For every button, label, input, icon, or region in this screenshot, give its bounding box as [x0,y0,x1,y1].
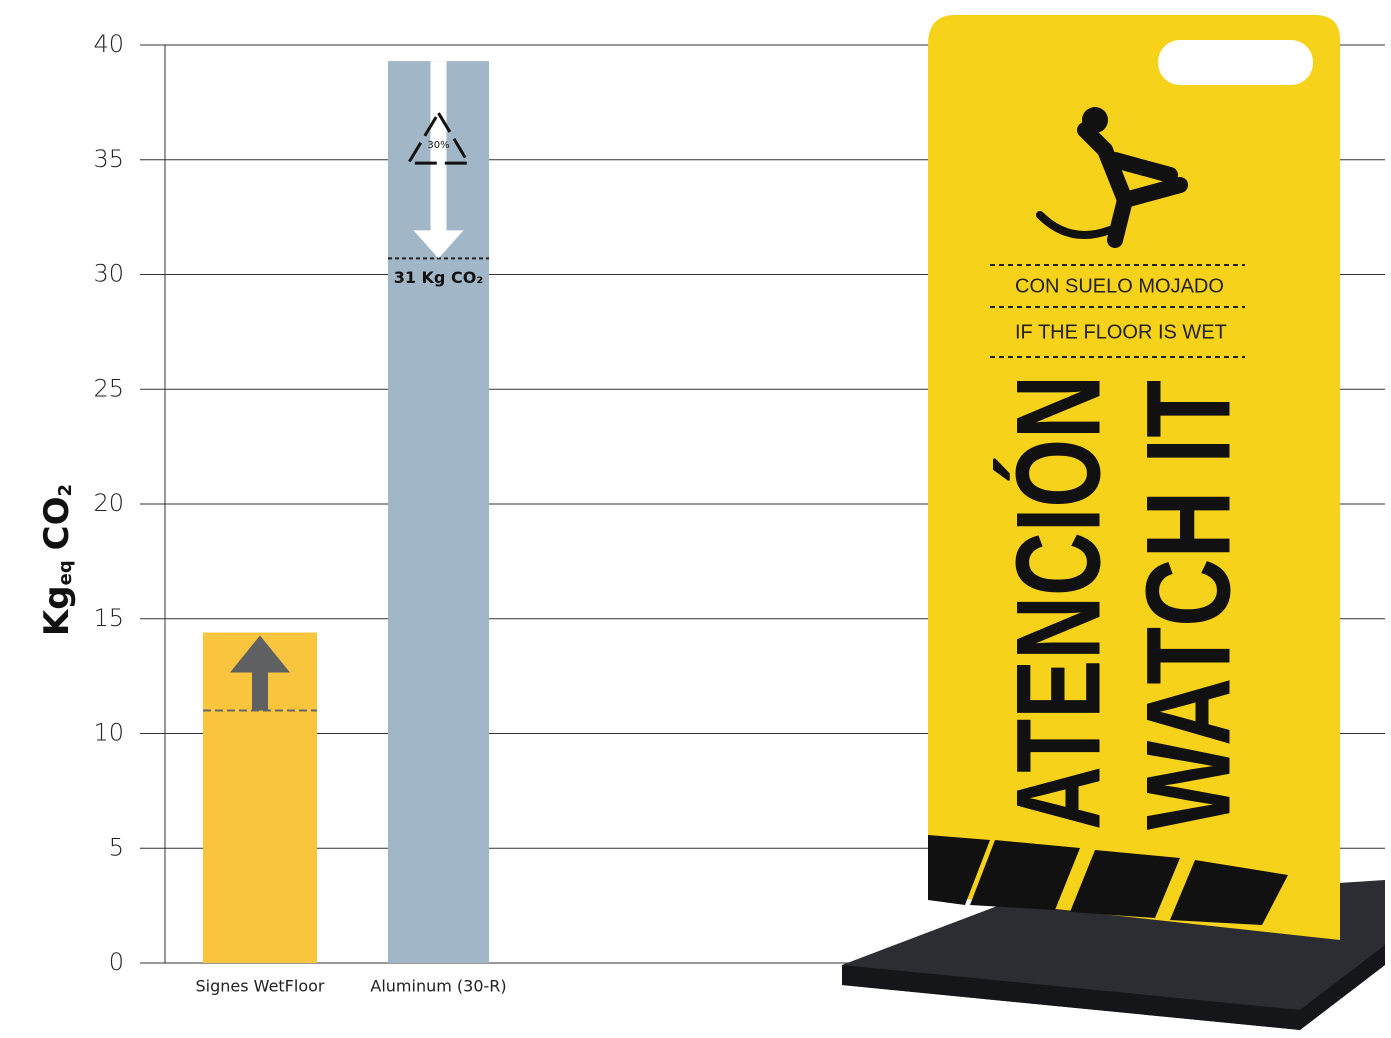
y-label-sub: 2 [55,484,76,497]
y-axis-label: Kgeq CO2 [37,484,77,636]
x-tick-label: Signes WetFloor [196,977,325,996]
y-tick-label: 25 [93,374,124,402]
sign-photo: CON SUELO MOJADO IF THE FLOOR IS WET ATE… [842,15,1385,1030]
y-tick-label: 35 [93,145,124,173]
reference-label: 31 Kg CO₂ [394,268,484,287]
sign-headline: WATCH IT [1122,380,1256,830]
sign-headline: ATENCIÓN [992,375,1126,830]
y-label-part: Kg [37,585,77,636]
y-tick-label: 40 [93,30,124,58]
y-tick-label: 20 [93,489,124,517]
y-tick-label: 30 [93,260,124,288]
y-label-sub: eq [55,560,76,585]
y-tick-label: 5 [109,833,124,861]
chart: 0 5 10 15 20 25 30 35 40 Signes WetFloor Aluminum … [0,0,1391,1038]
y-label-part: CO [37,496,77,550]
recycle-label: 30% [427,140,449,151]
sign-text: IF THE FLOOR IS WET [1015,321,1227,343]
y-tick-label: 15 [93,604,124,632]
y-tick-label: 0 [109,948,124,976]
x-tick-label: Aluminum (30-R) [370,977,506,996]
sign-handle [1158,40,1313,85]
y-tick-label: 10 [93,719,124,747]
sign-text: CON SUELO MOJADO [1015,275,1224,297]
